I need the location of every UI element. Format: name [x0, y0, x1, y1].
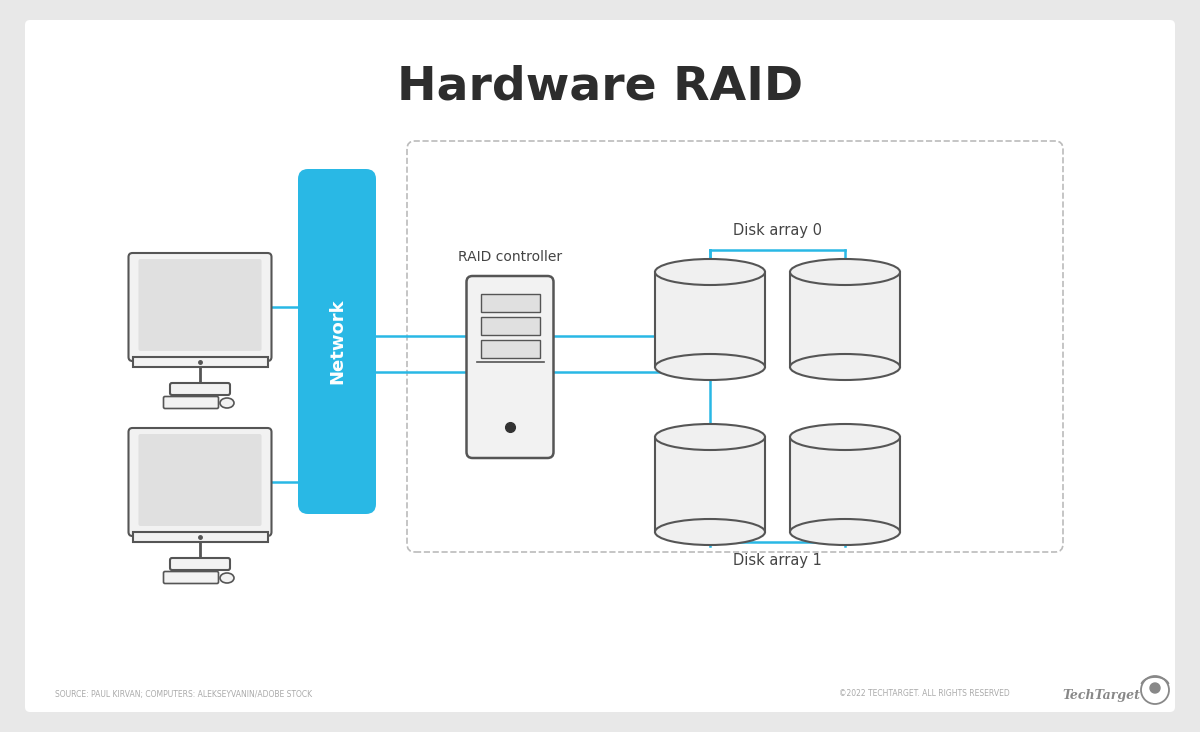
Ellipse shape	[655, 354, 766, 380]
Bar	[480, 294, 540, 312]
Text: ©2022 TECHTARGET. ALL RIGHTS RESERVED: ©2022 TECHTARGET. ALL RIGHTS RESERVED	[839, 690, 1010, 698]
FancyBboxPatch shape	[467, 276, 553, 458]
FancyBboxPatch shape	[170, 383, 230, 395]
FancyBboxPatch shape	[138, 434, 262, 526]
Bar	[655, 272, 766, 367]
Ellipse shape	[790, 259, 900, 285]
FancyBboxPatch shape	[298, 169, 376, 514]
Bar	[790, 272, 900, 367]
Text: SOURCE: PAUL KIRVAN; COMPUTERS: ALEKSEYVANIN/ADOBE STOCK: SOURCE: PAUL KIRVAN; COMPUTERS: ALEKSEYV…	[55, 690, 312, 698]
Ellipse shape	[790, 354, 900, 380]
Bar	[132, 532, 268, 542]
Text: Network: Network	[328, 299, 346, 384]
Text: Disk array 1: Disk array 1	[733, 553, 822, 567]
Bar	[480, 317, 540, 335]
Ellipse shape	[655, 259, 766, 285]
Circle shape	[1150, 683, 1160, 693]
FancyBboxPatch shape	[128, 428, 271, 536]
Bar	[132, 357, 268, 367]
Ellipse shape	[790, 424, 900, 450]
FancyBboxPatch shape	[170, 558, 230, 570]
Bar	[790, 437, 900, 532]
FancyBboxPatch shape	[163, 572, 218, 583]
Text: TechTarget: TechTarget	[1062, 690, 1140, 703]
FancyBboxPatch shape	[138, 259, 262, 351]
Ellipse shape	[220, 398, 234, 408]
FancyBboxPatch shape	[163, 397, 218, 408]
Bar	[655, 437, 766, 532]
Text: Disk array 0: Disk array 0	[733, 223, 822, 237]
Ellipse shape	[655, 519, 766, 545]
Text: RAID controller: RAID controller	[458, 250, 562, 264]
Ellipse shape	[790, 519, 900, 545]
Text: Hardware RAID: Hardware RAID	[397, 64, 803, 110]
Ellipse shape	[220, 573, 234, 583]
FancyBboxPatch shape	[25, 20, 1175, 712]
Bar	[480, 340, 540, 358]
Ellipse shape	[655, 424, 766, 450]
FancyBboxPatch shape	[128, 253, 271, 361]
